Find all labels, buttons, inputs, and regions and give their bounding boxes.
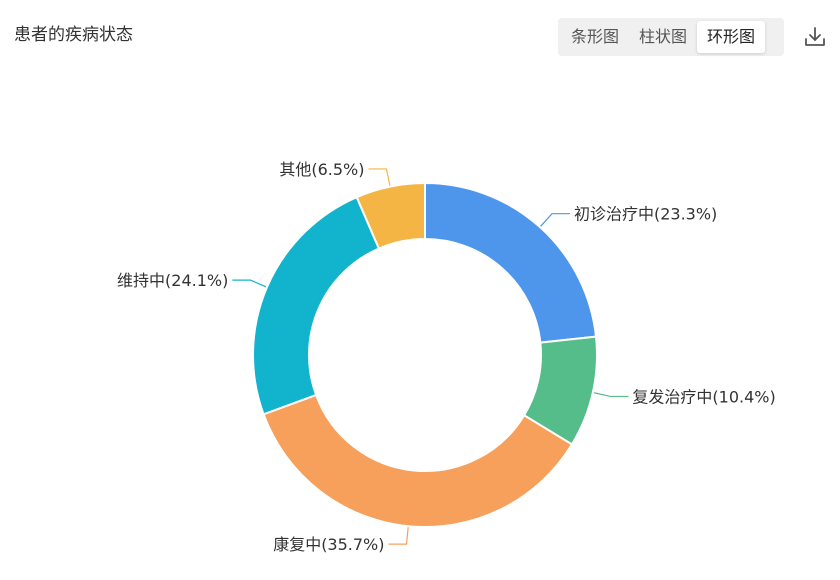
donut-slices (252, 181, 598, 528)
slice-label-4: 其他(6.5%) (279, 160, 364, 179)
tab-column-chart[interactable]: 柱状图 (639, 27, 688, 46)
leader-line-2 (388, 527, 409, 545)
chart-title: 患者的疾病状态 (14, 25, 133, 45)
leader-line-1 (593, 392, 629, 398)
slice-label-2: 康复中(35.7%) (273, 535, 384, 554)
donut-slice-3[interactable] (252, 195, 381, 416)
tab-donut-chart[interactable]: 环形图 (697, 21, 766, 53)
slice-labels: 初诊治疗中(23.3%) 复发治疗中(10.4%) 康复中(35.7%) 维持中(24… (117, 160, 776, 554)
slice-label-0: 初诊治疗中(23.3%) (574, 205, 717, 224)
chart-type-switcher: 条形图 柱状图 环形图 (558, 18, 784, 56)
leader-line-3 (232, 279, 267, 288)
leader-line-4 (368, 168, 391, 186)
label-leader-lines (232, 168, 629, 545)
leader-line-0 (540, 213, 570, 227)
download-icon[interactable] (802, 24, 828, 50)
slice-label-3: 维持中(24.1%) (117, 271, 228, 290)
donut-slice-0[interactable] (424, 181, 598, 344)
tab-bar-chart[interactable]: 条形图 (571, 27, 620, 46)
donut-slice-4[interactable] (355, 181, 426, 250)
slice-label-1: 复发治疗中(10.4%) (632, 387, 775, 406)
donut-slice-2[interactable] (262, 393, 574, 528)
